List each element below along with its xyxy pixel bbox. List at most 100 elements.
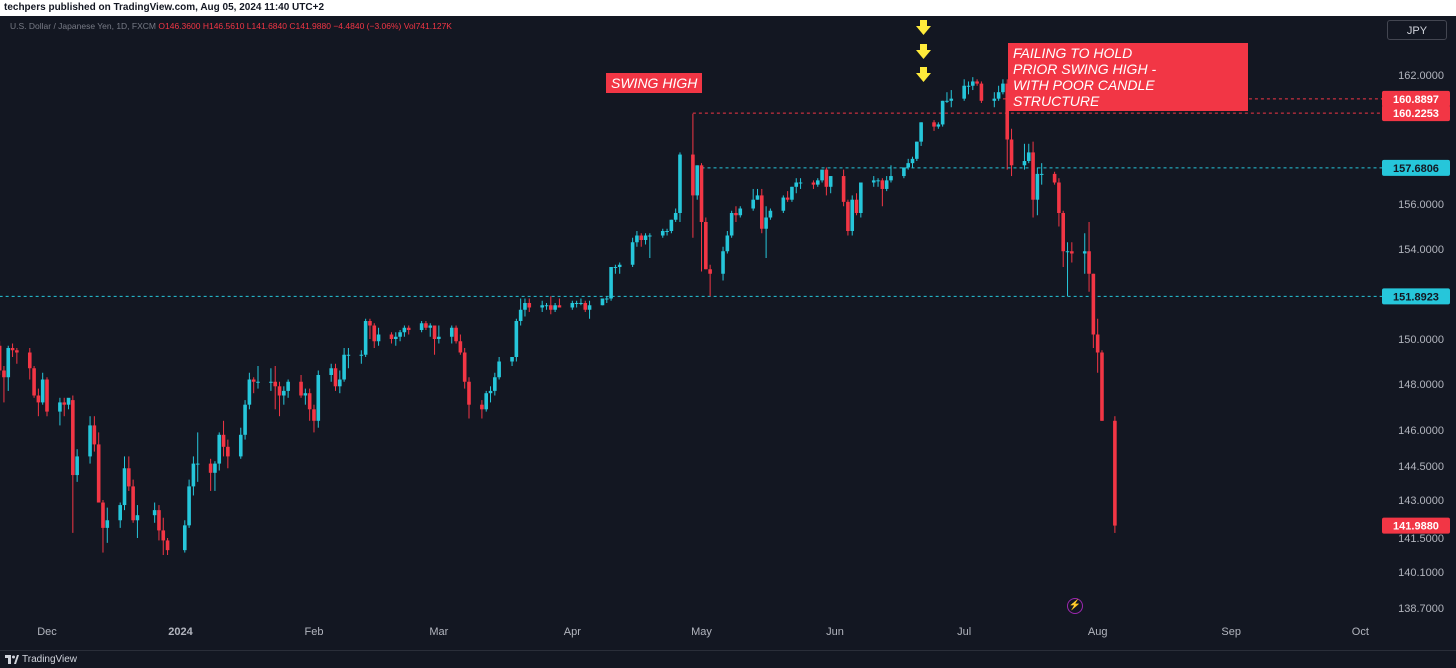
- time-tick-label: Mar: [429, 626, 448, 638]
- candle: [759, 188, 764, 234]
- candle-body: [996, 92, 1001, 99]
- candle: [62, 397, 67, 417]
- candle: [247, 372, 252, 410]
- candle-body: [962, 85, 966, 99]
- candle-body: [462, 352, 467, 382]
- candle: [226, 439, 230, 469]
- price-tick-label: 146.0000: [1398, 425, 1444, 437]
- candle: [282, 386, 286, 405]
- candle-body: [398, 332, 402, 337]
- price-tick-label: 154.0000: [1398, 244, 1444, 256]
- candle-body: [217, 434, 222, 464]
- candle-body: [338, 379, 342, 387]
- candle-body: [428, 325, 433, 328]
- candle-body: [587, 305, 592, 310]
- candle: [510, 357, 514, 366]
- tradingview-brand: TradingView: [22, 654, 78, 665]
- candle-body: [673, 213, 678, 220]
- candle-body: [36, 395, 41, 403]
- candle: [527, 298, 532, 312]
- price-label-badge: [1382, 159, 1450, 176]
- candle: [514, 318, 519, 362]
- candle-body: [1100, 352, 1104, 421]
- candle: [854, 193, 859, 216]
- candle: [613, 264, 618, 274]
- candle: [488, 386, 493, 403]
- time-tick-label: Aug: [1088, 626, 1108, 638]
- candle-body: [884, 180, 889, 189]
- candle: [213, 461, 217, 491]
- candle-body: [333, 368, 338, 387]
- arrows: [916, 20, 931, 82]
- time-tick-label: Apr: [564, 626, 581, 638]
- candle: [27, 348, 32, 380]
- candle: [419, 321, 424, 333]
- candle: [665, 228, 669, 236]
- candle-body: [135, 515, 140, 521]
- candle-body: [902, 167, 906, 177]
- down-arrow-icon: [916, 44, 931, 59]
- candle-body: [945, 100, 949, 102]
- candle-body: [6, 348, 11, 378]
- candle: [721, 246, 725, 281]
- candle: [1065, 242, 1070, 297]
- candle-body: [669, 219, 674, 231]
- candle-body: [811, 182, 816, 185]
- candle-body: [342, 354, 346, 380]
- candle-body: [932, 122, 936, 127]
- candle-body: [484, 393, 489, 410]
- candle-body: [251, 379, 256, 382]
- lightning-icon[interactable]: ⚡: [1067, 598, 1083, 614]
- time-tick-label: Feb: [304, 626, 323, 638]
- candle: [277, 381, 282, 417]
- candle-body: [966, 85, 971, 87]
- candle-body: [527, 303, 532, 308]
- candle: [609, 267, 613, 301]
- candle-body: [1113, 420, 1117, 526]
- candle-body: [432, 325, 437, 339]
- ohlc-legend: U.S. Dollar / Japanese Yen, 1D, FXCM O14…: [10, 21, 452, 31]
- candle: [815, 178, 820, 187]
- candle: [617, 262, 622, 274]
- candle: [152, 502, 157, 523]
- candle-body: [970, 81, 975, 86]
- candle: [699, 163, 704, 272]
- candle: [841, 169, 846, 207]
- candle-body: [208, 463, 213, 473]
- candle-body: [992, 98, 997, 101]
- candle: [979, 81, 984, 103]
- price-tick-label: 162.0000: [1398, 70, 1444, 82]
- candle: [187, 479, 191, 528]
- candle-body: [299, 381, 303, 396]
- candle: [40, 372, 45, 405]
- candle: [1039, 163, 1044, 185]
- candle-body: [639, 235, 644, 240]
- candle-body: [553, 305, 557, 310]
- currency-button[interactable]: JPY: [1387, 20, 1447, 40]
- candle: [45, 377, 49, 417]
- candle: [1061, 210, 1066, 267]
- candle-body: [738, 208, 743, 216]
- candle: [630, 237, 635, 267]
- candlestick-chart[interactable]: 162.0000 156.0000 154.0000 150.0000 148.0000…: [0, 16, 1456, 650]
- time-tick-label: Jun: [826, 626, 844, 638]
- candle: [256, 366, 260, 389]
- candle-body: [1082, 251, 1087, 254]
- candle-body: [127, 468, 131, 487]
- candle-body: [58, 402, 62, 412]
- price-axis: 162.0000 156.0000 154.0000 150.0000 148.0000…: [1382, 70, 1450, 615]
- candle: [587, 300, 592, 319]
- candle: [1087, 222, 1091, 292]
- candle: [544, 303, 549, 310]
- candle-body: [88, 425, 92, 457]
- candle: [945, 92, 949, 103]
- candle-body: [1087, 251, 1091, 274]
- candle: [402, 325, 407, 337]
- candle-body: [458, 341, 463, 353]
- failing-line-2: PRIOR SWING HIGH -: [1013, 61, 1157, 77]
- candle: [1095, 318, 1100, 373]
- candle-body: [497, 361, 501, 378]
- candle-body: [1026, 152, 1031, 161]
- candle: [751, 188, 755, 211]
- candle-body: [75, 456, 79, 476]
